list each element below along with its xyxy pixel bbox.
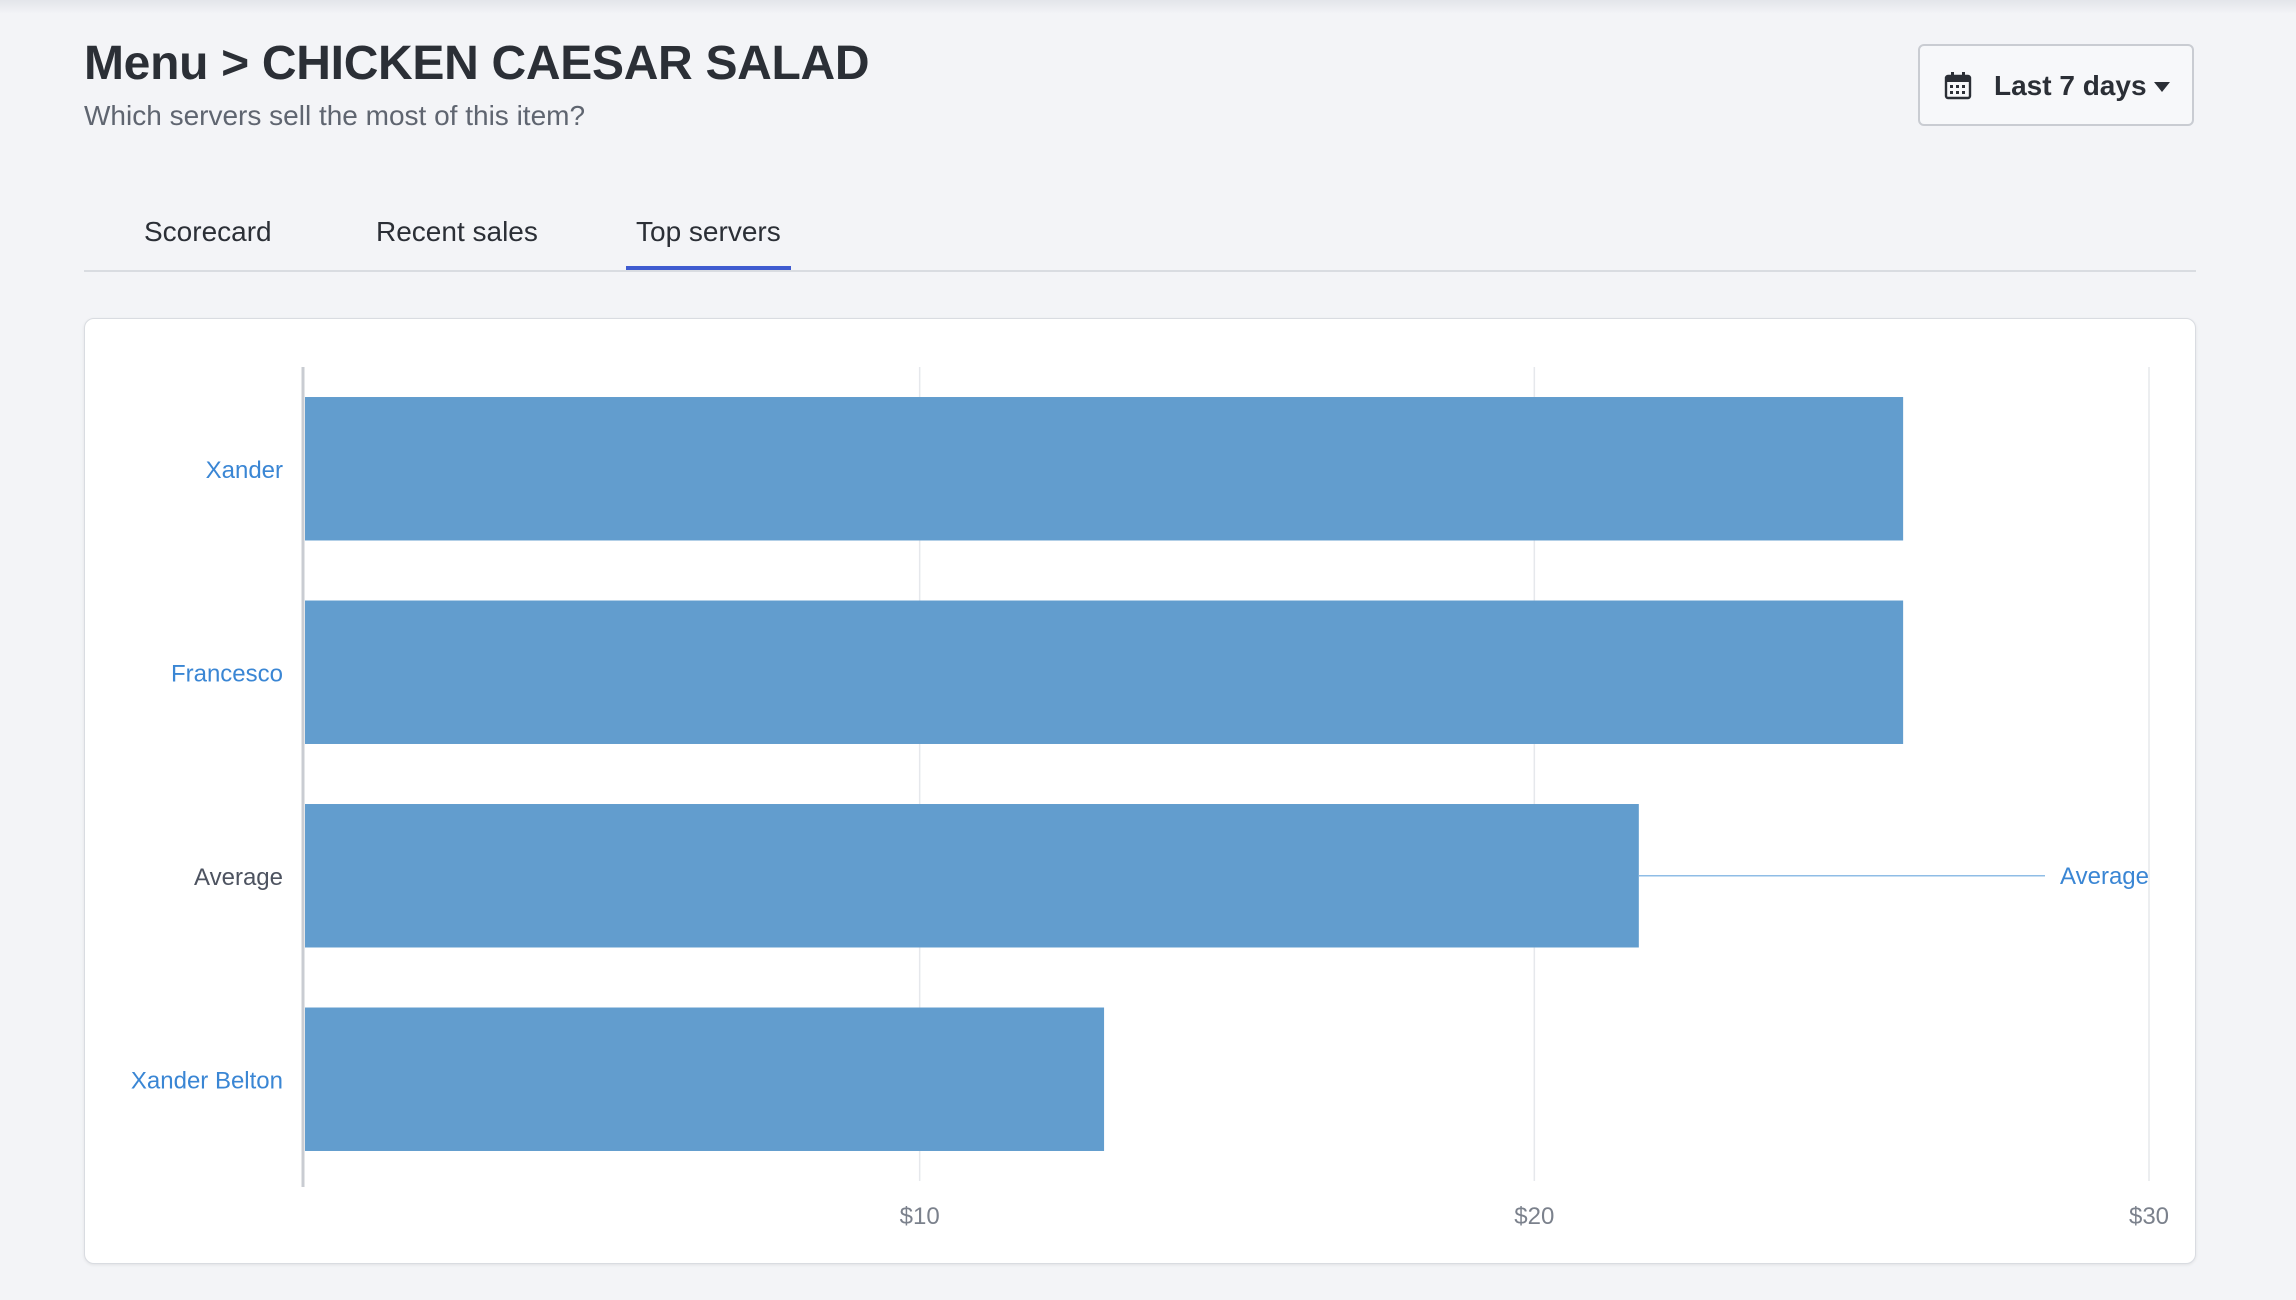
calendar-icon [1944, 72, 1972, 100]
tab-label: Recent sales [376, 216, 538, 247]
category-label[interactable]: Xander [206, 457, 283, 484]
category-label[interactable]: Francesco [171, 660, 283, 687]
category-label[interactable]: Xander Belton [131, 1067, 283, 1094]
active-tab-indicator [626, 266, 791, 270]
category-label: Average [194, 864, 283, 891]
tab-top-servers[interactable]: Top servers [626, 216, 791, 270]
x-tick-label: $20 [1514, 1203, 1554, 1230]
tab-scorecard[interactable]: Scorecard [144, 216, 272, 248]
top-shadow [0, 0, 2296, 14]
page-title: Menu > CHICKEN CAESAR SALAD [84, 37, 870, 90]
average-reference-label: Average [2060, 863, 2149, 890]
tab-label: Top servers [636, 216, 781, 247]
bar-xander [305, 397, 1904, 541]
tab-recent-sales[interactable]: Recent sales [376, 216, 538, 248]
x-tick-label: $10 [900, 1203, 940, 1230]
bar-francesco [305, 600, 1904, 744]
bar-xander-belton [305, 1007, 1105, 1151]
tab-label: Scorecard [144, 216, 272, 247]
chart-card: Xander Francesco Average Average Xander Belt… [84, 318, 2196, 1264]
date-range-dropdown[interactable]: Last 7 days [1918, 44, 2194, 126]
tab-bar: Scorecard Recent sales Top servers [84, 200, 2196, 272]
caret-down-icon [2154, 82, 2170, 92]
date-range-label: Last 7 days [1994, 70, 2147, 101]
bar-average [305, 804, 1639, 948]
page-subtitle: Which servers sell the most of this item… [84, 100, 586, 131]
x-tick-label: $30 [2129, 1203, 2169, 1230]
top-servers-bar-chart: Xander Francesco Average Average Xander Belt… [131, 367, 2169, 1230]
